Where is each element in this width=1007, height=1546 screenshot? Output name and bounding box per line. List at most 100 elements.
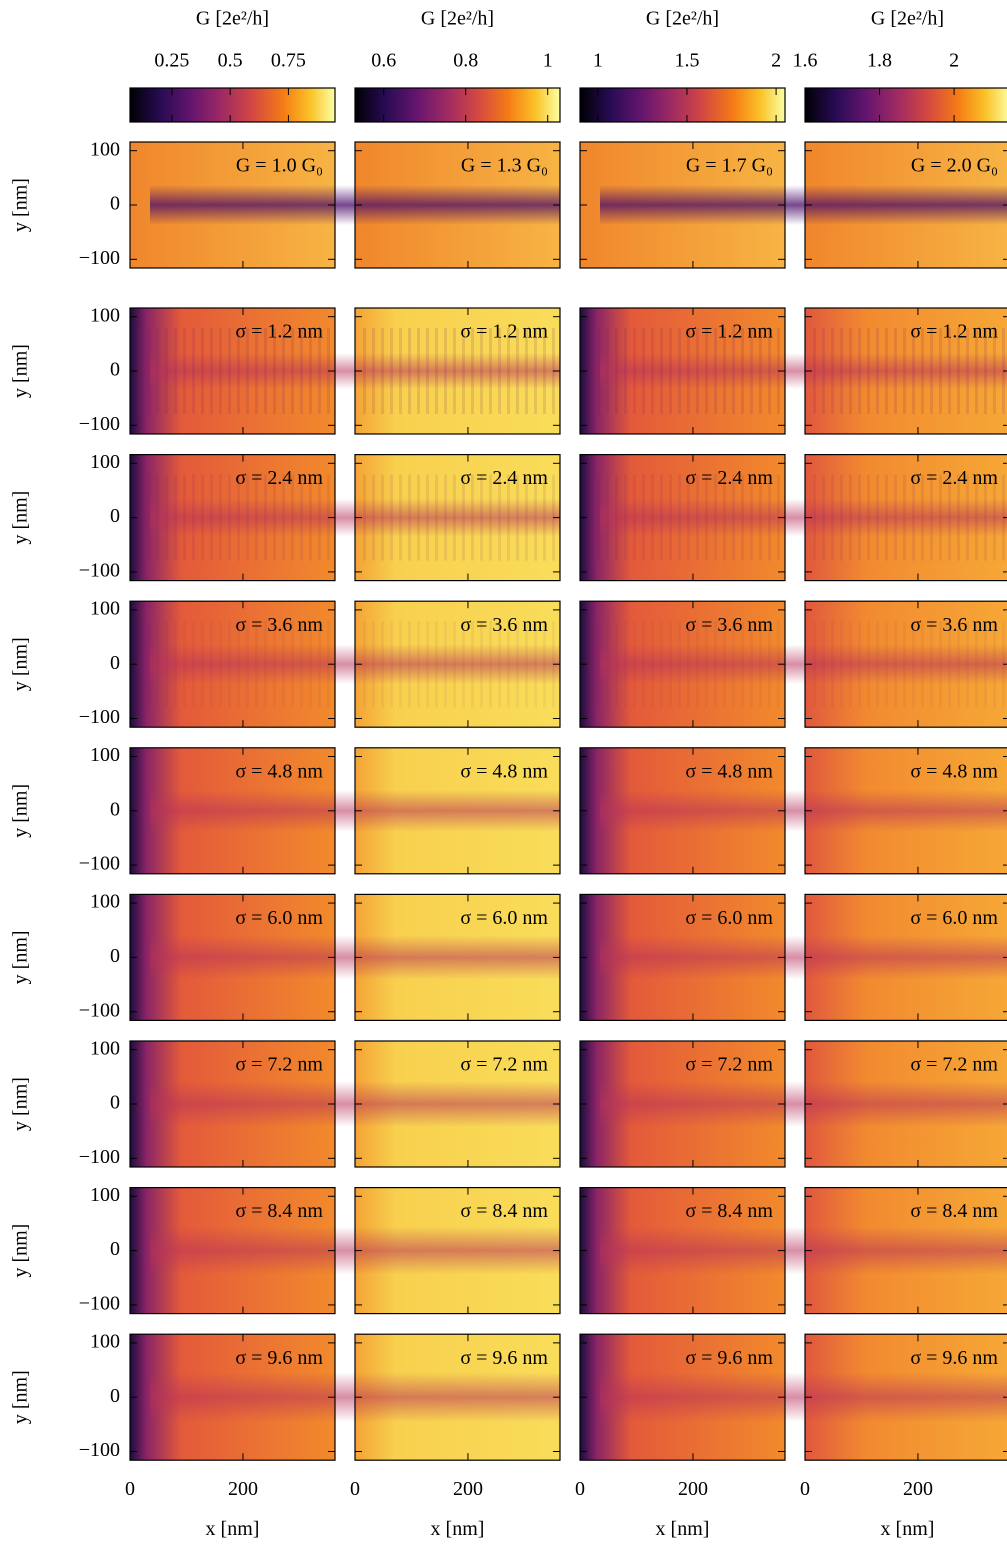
stripe — [858, 474, 861, 561]
stripe — [147, 328, 150, 414]
x-tick-label: 0 — [800, 1478, 810, 1500]
stripe — [201, 474, 204, 561]
colorbar-label: G [2e²/h] — [646, 8, 719, 30]
stripe — [417, 621, 420, 708]
stripe — [705, 328, 708, 414]
heatmap-band — [600, 498, 805, 537]
stripe — [534, 621, 537, 708]
panel-annotation: σ = 6.0 nm — [685, 907, 773, 929]
stripe — [831, 621, 834, 708]
stripe — [372, 328, 375, 414]
stripe — [687, 328, 690, 414]
y-tick-label: 0 — [110, 193, 120, 215]
panel-annotation: σ = 3.6 nm — [910, 614, 998, 636]
stripe — [390, 328, 393, 414]
stripe — [858, 328, 861, 414]
stripe — [237, 328, 240, 414]
stripe — [822, 474, 825, 561]
stripe — [138, 621, 141, 708]
stripe — [489, 474, 492, 561]
y-tick-label: 100 — [90, 744, 120, 766]
stripe — [624, 328, 627, 414]
heatmap-band — [805, 789, 1007, 832]
stripe — [588, 621, 591, 708]
colorbar-tick-label: 1.8 — [867, 50, 892, 72]
stripe — [273, 621, 276, 708]
y-tick-label: 0 — [110, 945, 120, 967]
stripe — [210, 328, 213, 414]
panel-annotation: σ = 2.4 nm — [685, 467, 773, 489]
y-tick-label: 100 — [90, 1184, 120, 1206]
heatmap-band — [150, 789, 355, 832]
stripe — [615, 474, 618, 561]
colorbar-frame — [129, 87, 336, 123]
stripe — [966, 474, 969, 561]
heatmap-band — [150, 1372, 355, 1423]
stripe — [597, 474, 600, 561]
stripe — [471, 474, 474, 561]
stripe — [975, 621, 978, 708]
stripe — [822, 328, 825, 414]
panel-annotation: σ = 6.0 nm — [910, 907, 998, 929]
panel-annotation: σ = 9.6 nm — [460, 1347, 548, 1369]
stripe — [876, 328, 879, 414]
stripe — [390, 621, 393, 708]
heatmap-band — [355, 935, 560, 980]
stripe — [741, 474, 744, 561]
stripe — [273, 474, 276, 561]
y-axis-label: y [nm] — [10, 784, 32, 838]
panel-annotation: σ = 7.2 nm — [235, 1054, 323, 1076]
stripe — [516, 328, 519, 414]
stripe — [516, 621, 519, 708]
y-axis-label: y [nm] — [10, 178, 32, 232]
x-tick-label: 0 — [350, 1478, 360, 1500]
x-axis-label: x [nm] — [431, 1518, 485, 1540]
stripe — [939, 328, 942, 414]
stripe — [462, 621, 465, 708]
stripe — [921, 328, 924, 414]
panel-annotation: σ = 2.4 nm — [460, 467, 548, 489]
stripe — [606, 621, 609, 708]
stripe — [714, 474, 717, 561]
panel-annotation: σ = 9.6 nm — [685, 1347, 773, 1369]
stripe — [525, 474, 528, 561]
stripe — [615, 621, 618, 708]
stripe — [939, 621, 942, 708]
stripe — [894, 328, 897, 414]
stripe — [435, 328, 438, 414]
x-tick-label: 0 — [575, 1478, 585, 1500]
stripe — [138, 474, 141, 561]
colorbar-tick-label: 0.75 — [271, 50, 306, 72]
stripe — [363, 328, 366, 414]
colorbar-tick-label: 0.25 — [154, 50, 189, 72]
stripe — [840, 474, 843, 561]
stripe — [858, 621, 861, 708]
stripe — [291, 328, 294, 414]
stripe — [696, 328, 699, 414]
colorbar-tick-label: 1 — [543, 50, 553, 72]
stripe — [768, 328, 771, 414]
stripe — [318, 621, 321, 708]
stripe — [435, 474, 438, 561]
y-tick-label: −100 — [79, 247, 120, 269]
colorbar-frame — [804, 87, 1007, 123]
stripe — [408, 621, 411, 708]
stripe — [813, 474, 816, 561]
stripe — [696, 474, 699, 561]
stripe — [822, 621, 825, 708]
stripe — [993, 328, 996, 414]
heatmap-band — [805, 498, 1007, 537]
stripe — [759, 621, 762, 708]
panel-annotation: G = 2.0 G₀ — [911, 155, 998, 177]
stripe — [867, 621, 870, 708]
stripe — [426, 621, 429, 708]
heatmap-band — [355, 1226, 560, 1275]
stripe — [678, 328, 681, 414]
stripe — [759, 328, 762, 414]
panel-annotation: σ = 2.4 nm — [235, 467, 323, 489]
stripe — [498, 621, 501, 708]
stripe — [957, 328, 960, 414]
stripe — [489, 621, 492, 708]
stripe — [768, 621, 771, 708]
